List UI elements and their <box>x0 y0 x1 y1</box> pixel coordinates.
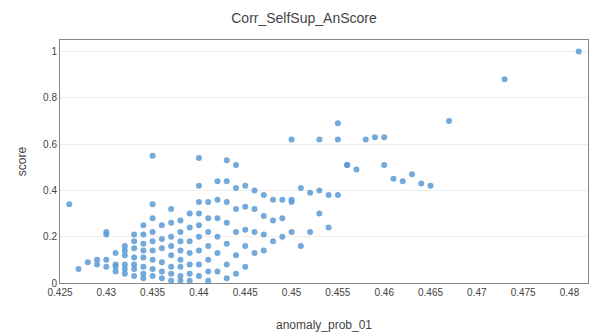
svg-text:0.455: 0.455 <box>325 287 350 298</box>
svg-text:0.4: 0.4 <box>43 185 57 196</box>
svg-text:0.6: 0.6 <box>43 139 57 150</box>
svg-text:0.465: 0.465 <box>418 287 443 298</box>
svg-text:0.475: 0.475 <box>511 287 536 298</box>
svg-text:0: 0 <box>51 278 57 289</box>
svg-text:0.48: 0.48 <box>560 287 580 298</box>
svg-text:0.45: 0.45 <box>282 287 302 298</box>
svg-text:0.8: 0.8 <box>43 92 57 103</box>
svg-text:score: score <box>15 147 29 177</box>
svg-text:0.425: 0.425 <box>47 287 72 298</box>
svg-text:0.44: 0.44 <box>189 287 209 298</box>
svg-text:0.47: 0.47 <box>467 287 487 298</box>
svg-text:Corr_SelfSup_AnScore: Corr_SelfSup_AnScore <box>231 10 377 26</box>
svg-text:0.435: 0.435 <box>140 287 165 298</box>
svg-text:1: 1 <box>51 46 57 57</box>
svg-text:0.46: 0.46 <box>374 287 394 298</box>
svg-text:0.2: 0.2 <box>43 231 57 242</box>
svg-text:0.43: 0.43 <box>97 287 117 298</box>
svg-text:0.445: 0.445 <box>233 287 258 298</box>
svg-text:anomaly_prob_01: anomaly_prob_01 <box>276 318 372 332</box>
